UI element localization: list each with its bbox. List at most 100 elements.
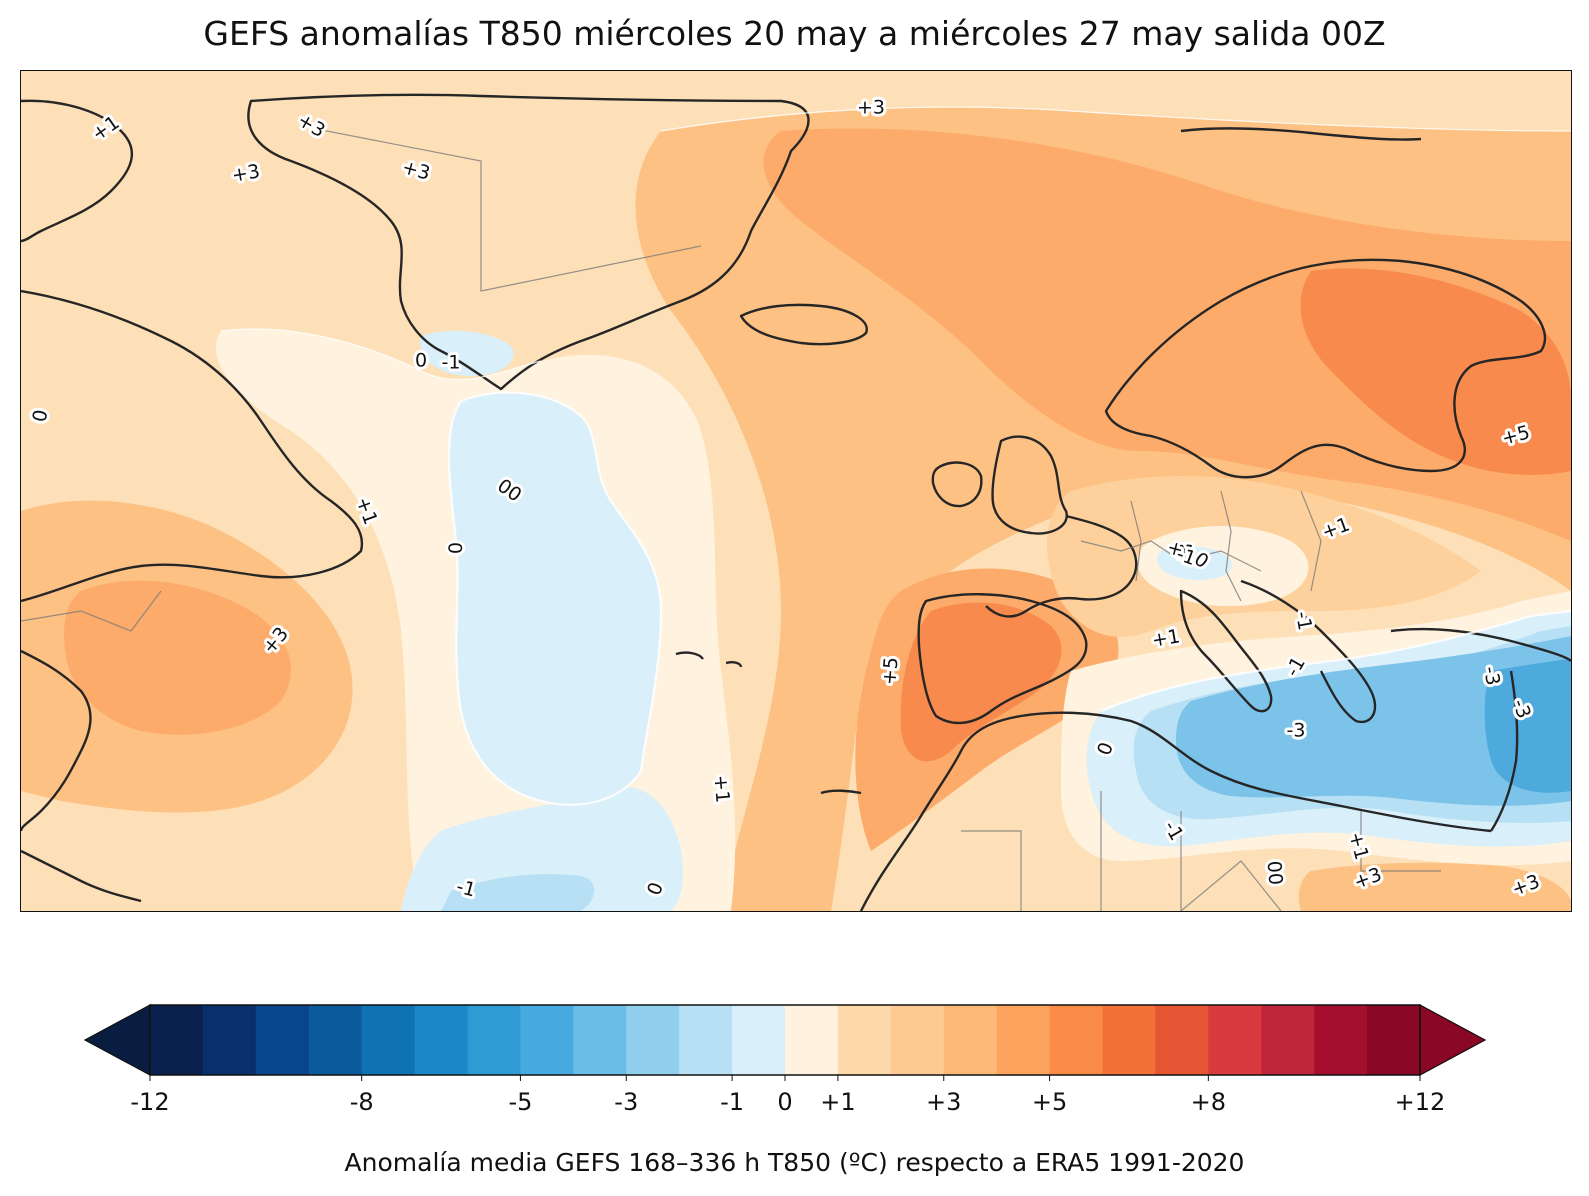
contour-zero-med	[1100, 609, 1571, 713]
anomaly-field-cool-alps	[1157, 546, 1232, 581]
coastline-scandinavia	[1104, 258, 1547, 479]
colorbar-cell	[414, 1005, 469, 1075]
anomaly-field-plus8-russia	[1300, 268, 1571, 475]
colorbar-cell	[1155, 1005, 1209, 1075]
anomaly-field-cool-atlantic	[449, 392, 661, 805]
colorbar-cell	[150, 1005, 204, 1075]
colorbar-tick-label: -12	[130, 1088, 169, 1116]
coastline-iceland	[739, 303, 868, 346]
coastline-azores	[675, 651, 743, 668]
coastline-us-east	[21, 649, 92, 832]
colorbar-cell	[943, 1005, 998, 1075]
border-usa-canada	[21, 590, 162, 632]
anomaly-field-cool-southatlantic	[401, 786, 683, 911]
colorbar-tick-label: +3	[926, 1088, 961, 1116]
contour-plus3	[660, 106, 1571, 132]
contour-label: +3	[857, 97, 885, 119]
colorbar-cells	[150, 1005, 1421, 1075]
contour-label: -3	[1287, 720, 1306, 742]
colorbar-tick-label: +5	[1032, 1088, 1067, 1116]
contour-label: -1	[442, 352, 461, 374]
colorbar-extend-high	[1419, 1003, 1487, 1077]
colorbar: -12 -8 -5 -3 -1 0 +1 +3 +5 +8 +12	[83, 1003, 1487, 1116]
colorbar-cell	[467, 1005, 522, 1075]
coastlines	[21, 93, 1571, 911]
contour-label: 00	[1262, 860, 1286, 886]
colorbar-cell	[1367, 1005, 1421, 1075]
anomaly-field-plus8-iberia	[900, 602, 1062, 762]
coastline-greenland	[247, 93, 810, 391]
colorbar-tick-label: -3	[614, 1088, 638, 1116]
coastline-iberia	[917, 593, 1088, 725]
colorbar-cell	[573, 1005, 627, 1075]
colorbar-cell	[308, 1005, 363, 1075]
contour-label: -3	[1479, 665, 1504, 687]
border-europe-2	[1130, 500, 1142, 582]
colorbar-cell	[626, 1005, 680, 1075]
colorbar-tick-label: -8	[350, 1088, 374, 1116]
colorbar-extend-low	[83, 1003, 151, 1077]
coastline-caribbean	[21, 849, 142, 903]
border-europe-3	[1220, 490, 1242, 602]
contour-label: 0	[415, 350, 427, 372]
border-greenland-box	[300, 125, 702, 292]
colorbar-cell	[837, 1005, 892, 1075]
colorbar-cell	[1208, 1005, 1262, 1075]
colorbar-cell	[996, 1005, 1051, 1075]
colorbar-title: Anomalía media GEFS 168–336 h T850 (ºC) …	[344, 1148, 1245, 1177]
contour-label: +1	[709, 774, 733, 804]
coastline-balkans	[1240, 579, 1377, 724]
coastline-ireland	[931, 461, 983, 508]
anomaly-field-cool5-east	[1484, 659, 1571, 793]
colorbar-tick-label: +8	[1191, 1088, 1226, 1116]
coastline-europe	[985, 514, 1138, 618]
borders	[21, 125, 1441, 911]
colorbar-cell	[890, 1005, 945, 1075]
contour-lines	[220, 106, 1571, 806]
contour-label: 0	[1175, 542, 1187, 564]
contour-plus1	[220, 328, 542, 381]
map-panel: +1 +3 +3 +3 +3 0 -1 0 +1 00 0 +3 +5 +1 0 +1 -1 0 +1 -1 +5 +1-…	[20, 70, 1572, 912]
contour-label: 0	[444, 542, 466, 554]
coastline-labrador	[21, 289, 364, 603]
colorbar-tick-label: +1	[820, 1088, 855, 1116]
colorbar-cell	[785, 1005, 839, 1075]
colorbar-ticks: -12 -8 -5 -3 -1 0 +1 +3 +5 +8 +12	[130, 1075, 1445, 1116]
colorbar-cell	[361, 1005, 416, 1075]
coastline-britain	[991, 435, 1068, 535]
colorbar-tick-label: -1	[720, 1088, 744, 1116]
anomaly-map: +1 +3+3 +3+30 -10+1000+3+5+10+1-10+1-1+5+1-…	[21, 71, 1571, 911]
contour-label: -1	[1291, 610, 1316, 632]
colorbar-cell	[255, 1005, 310, 1075]
contour-label: +5	[878, 656, 902, 686]
contour-zero	[447, 391, 663, 806]
colorbar-tick-label: 0	[777, 1088, 792, 1116]
colorbar-cell	[202, 1005, 257, 1075]
border-africa-3	[1180, 811, 1282, 911]
colorbar-cell	[520, 1005, 574, 1075]
colorbar-cell	[1261, 1005, 1315, 1075]
colorbar-cell	[732, 1005, 786, 1075]
anomaly-field-cool1-patch	[441, 874, 595, 911]
colorbar-tick-label: +12	[1395, 1088, 1446, 1116]
colorbar-cell	[679, 1005, 733, 1075]
colorbar-cell	[1102, 1005, 1157, 1075]
anomaly-field-plus5-usa	[64, 580, 291, 735]
colorbar-cell	[1049, 1005, 1104, 1075]
map-title: GEFS anomalías T850 miércoles 20 may a m…	[203, 14, 1386, 53]
anomaly-field-cool-greenland	[420, 330, 514, 376]
coastline-north-africa	[859, 711, 1492, 911]
border-africa-1	[961, 830, 1022, 911]
border-africa-4	[1360, 811, 1441, 872]
colorbar-cell	[1314, 1005, 1368, 1075]
anomaly-field-plus3-africa	[1298, 862, 1571, 911]
border-europe-4	[1300, 490, 1322, 592]
coastline-levant	[1490, 670, 1519, 832]
anomaly-field-plus5-scandinavia	[763, 128, 1571, 541]
coastline-canada	[21, 99, 133, 243]
coastline-canaries	[820, 789, 862, 795]
anomaly-field-cool3-med	[1176, 636, 1571, 806]
coastline-italy	[1179, 589, 1273, 713]
colorbar-tick-label: -5	[508, 1088, 532, 1116]
coastline-turkey	[1390, 627, 1571, 662]
